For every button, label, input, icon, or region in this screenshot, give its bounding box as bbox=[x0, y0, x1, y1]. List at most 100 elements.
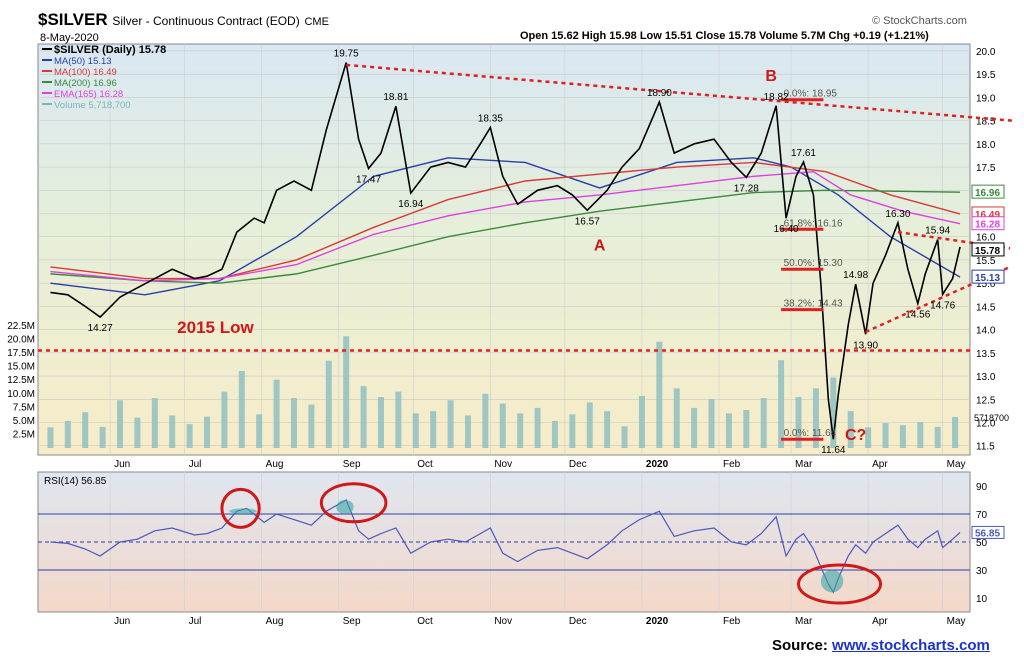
price-tick-label: 12.5 bbox=[976, 395, 996, 406]
price-tick-label: 13.0 bbox=[976, 372, 996, 383]
volume-bar bbox=[117, 400, 124, 448]
x-tick-label: May bbox=[947, 459, 966, 470]
volume-tick-label: 2.5M bbox=[13, 429, 35, 440]
axis-tag-box bbox=[971, 184, 1005, 199]
price-label: 17.28 bbox=[734, 183, 759, 194]
legend-entry: MA(50) 15.13 bbox=[54, 56, 112, 67]
price-label: 17.61 bbox=[791, 148, 816, 159]
price-tick-label: 17.5 bbox=[976, 163, 996, 174]
volume-bar bbox=[343, 336, 350, 448]
rsi-tick-label: 90 bbox=[976, 482, 988, 493]
legend-swatch bbox=[42, 48, 52, 50]
volume-bar bbox=[186, 424, 193, 448]
volume-tick-label: 15.0M bbox=[7, 362, 35, 373]
legend-swatch bbox=[42, 92, 52, 94]
price-label: 14.98 bbox=[843, 270, 868, 281]
price-label: 18.35 bbox=[478, 114, 503, 125]
price-tick-label: 18.5 bbox=[976, 117, 996, 128]
x-tick-label: Aug bbox=[266, 459, 284, 470]
x-tick-label-rsi: 2020 bbox=[646, 616, 669, 627]
volume-bar bbox=[847, 411, 854, 448]
x-tick-label: Apr bbox=[872, 459, 888, 470]
volume-bar bbox=[395, 391, 402, 448]
volume-bar bbox=[430, 411, 437, 448]
volume-bar bbox=[482, 393, 489, 448]
source-link[interactable]: www.stockcharts.com bbox=[832, 637, 990, 654]
price-label: 16.30 bbox=[885, 209, 910, 220]
price-tick-label: 14.5 bbox=[976, 302, 996, 313]
volume-bar bbox=[638, 395, 645, 448]
chart-date: 8-May-2020 bbox=[40, 32, 99, 44]
volume-bar bbox=[64, 420, 71, 448]
series-line-ema-165- bbox=[50, 170, 961, 282]
series-line-ma-200- bbox=[50, 189, 961, 284]
fib-label: 0.0%: 18.95 bbox=[784, 89, 838, 100]
price-tick-label: 15.0 bbox=[976, 279, 996, 290]
price-tick-label: 18.0 bbox=[976, 140, 996, 151]
price-tick-label: 20.0 bbox=[976, 47, 996, 58]
volume-tick-label: 22.5M bbox=[7, 321, 35, 332]
price-tick-label: 11.5 bbox=[976, 442, 995, 453]
legend-entry: MA(100) 16.49 bbox=[54, 67, 117, 78]
axis-tag-label: 16.96 bbox=[975, 188, 1000, 199]
volume-bar bbox=[221, 391, 228, 448]
volume-bar bbox=[82, 412, 89, 448]
rsi-tick-label: 70 bbox=[976, 510, 988, 521]
chart-title: $SILVER Silver - Continuous Contract (EO… bbox=[38, 10, 329, 29]
volume-bar bbox=[725, 413, 732, 448]
annotation-label: A bbox=[594, 238, 606, 255]
axis-tag-label: 15.78 bbox=[975, 246, 1000, 257]
rsi-legend: RSI(14) 56.85 bbox=[44, 476, 107, 487]
volume-bar bbox=[656, 341, 663, 448]
price-label: 14.56 bbox=[905, 310, 930, 321]
price-tick-label: 14.0 bbox=[976, 326, 996, 337]
volume-bar bbox=[795, 397, 802, 448]
volume-bar bbox=[743, 410, 750, 448]
x-tick-label-rsi: May bbox=[947, 616, 966, 627]
volume-bar bbox=[865, 427, 872, 448]
price-label: 16.40 bbox=[774, 224, 799, 235]
axis-tag-label: 16.49 bbox=[975, 210, 1000, 221]
volume-bar bbox=[830, 377, 837, 448]
rsi-highlight-circle bbox=[220, 487, 261, 529]
volume-tick-label: 20.0M bbox=[7, 335, 35, 346]
price-line bbox=[50, 62, 961, 440]
volume-bar bbox=[169, 415, 176, 448]
annotation-label: C? bbox=[845, 427, 866, 444]
volume-bar bbox=[325, 360, 332, 448]
x-tick-label: 2020 bbox=[646, 459, 669, 470]
volume-bar bbox=[447, 400, 454, 448]
volume-bar bbox=[308, 404, 315, 448]
volume-bar bbox=[412, 413, 419, 448]
price-label: 17.47 bbox=[356, 174, 381, 185]
volume-bar bbox=[360, 386, 367, 448]
rsi-tick-label: 30 bbox=[976, 566, 988, 577]
price-label: 16.57 bbox=[575, 216, 600, 227]
x-tick-label-rsi: Apr bbox=[872, 616, 888, 627]
price-tick-label: 16.0 bbox=[976, 233, 996, 244]
x-tick-label-rsi: Oct bbox=[417, 616, 433, 627]
price-label: 16.94 bbox=[398, 199, 423, 210]
volume-bar bbox=[934, 426, 941, 448]
price-label: 13.90 bbox=[853, 340, 878, 351]
legend-swatch bbox=[42, 81, 52, 83]
volume-bar bbox=[238, 371, 245, 448]
x-tick-label-rsi: Aug bbox=[266, 616, 284, 627]
volume-bar bbox=[47, 427, 54, 448]
x-tick-label-rsi: Jul bbox=[189, 616, 202, 627]
volume-last-label: 5718700 bbox=[974, 413, 1009, 423]
volume-bar bbox=[204, 416, 211, 448]
price-panel-bg bbox=[37, 43, 971, 456]
price-tick-label: 13.5 bbox=[976, 349, 996, 360]
rsi-zone-fill bbox=[336, 500, 354, 514]
volume-bar bbox=[899, 425, 906, 448]
volume-bar bbox=[604, 411, 611, 448]
fib-label: 0.0%: 11.64 bbox=[784, 428, 837, 439]
x-tick-label-rsi: Nov bbox=[494, 616, 512, 627]
volume-bar bbox=[134, 417, 141, 448]
legend-entry: MA(200) 16.96 bbox=[54, 78, 117, 89]
volume-bar bbox=[273, 379, 280, 448]
volume-bar bbox=[256, 414, 263, 448]
volume-bar bbox=[952, 416, 959, 448]
